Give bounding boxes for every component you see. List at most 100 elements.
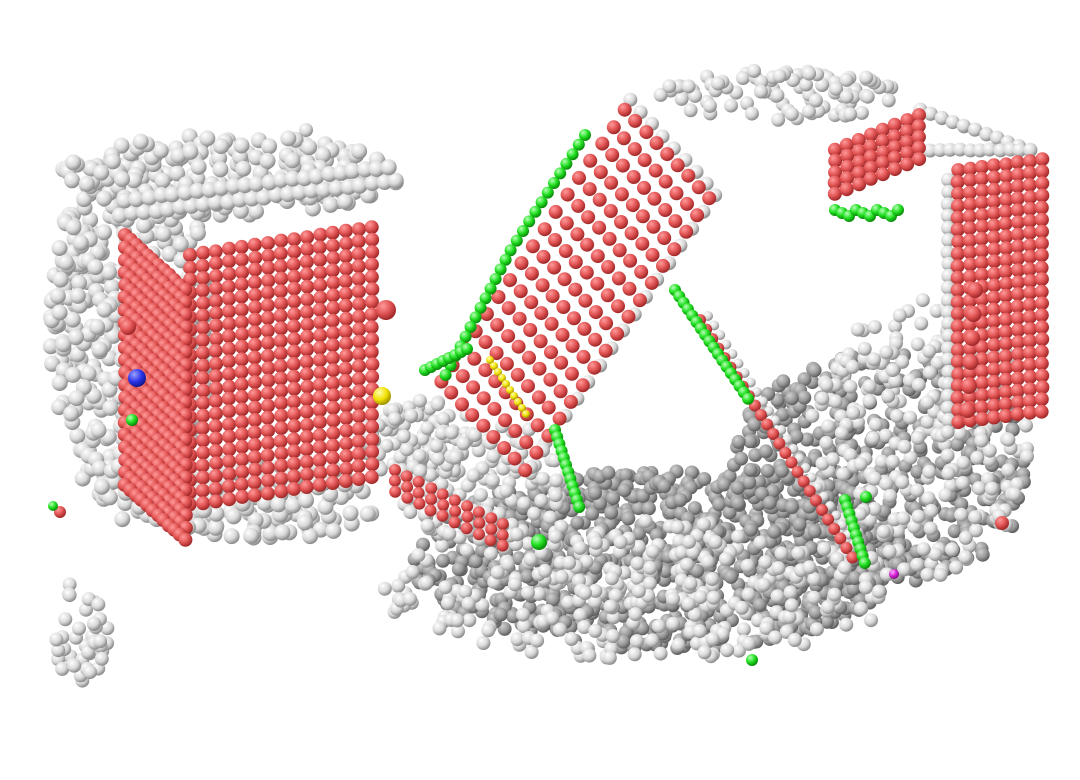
surface-atom — [466, 468, 481, 483]
surface-atom — [864, 613, 878, 628]
debris-atom — [792, 517, 807, 532]
surface-atom — [302, 528, 319, 545]
surface-atom — [968, 510, 983, 525]
oxygen-atom — [1011, 275, 1026, 290]
oxygen-atom — [436, 488, 449, 501]
surface-atom — [613, 535, 628, 550]
oxygen-atom — [572, 170, 586, 185]
oxygen-atom — [425, 493, 437, 506]
oxygen-atom — [326, 400, 341, 415]
yellow-atom — [514, 398, 522, 406]
surface-atom — [199, 130, 216, 147]
surface-atom — [432, 621, 447, 636]
yellow-atom — [498, 374, 506, 382]
oxygen-atom — [286, 369, 301, 384]
oxygen-atom — [951, 415, 966, 430]
oxygen-atom — [286, 432, 301, 447]
surface-atom — [867, 320, 882, 334]
surface-atom — [605, 629, 620, 643]
oxygen-atom — [247, 425, 262, 440]
oxygen-atom — [582, 182, 597, 197]
surface-atom — [628, 607, 643, 622]
oxygen-atom — [599, 316, 614, 331]
oxygen-atom — [412, 487, 425, 499]
oxygen-atom — [339, 348, 354, 363]
surface-atom — [42, 338, 59, 355]
surface-atom — [337, 193, 353, 210]
surface-atom — [499, 483, 514, 498]
surface-atom — [564, 631, 579, 646]
surface-atom — [666, 592, 680, 606]
oxygen-atom — [839, 182, 854, 197]
oxygen-atom — [300, 292, 315, 307]
surface-atom — [922, 344, 937, 358]
oxygen-atom — [1010, 191, 1025, 206]
surface-atom — [523, 552, 538, 567]
oxygen-atom — [339, 311, 354, 326]
oxygen-atom — [222, 291, 237, 306]
surface-atom — [344, 162, 361, 179]
oxygen-atom — [1034, 404, 1049, 419]
surface-atom — [102, 399, 119, 416]
debris-atom — [593, 496, 607, 511]
oxygen-atom — [326, 326, 341, 341]
oxygen-atom — [196, 271, 211, 286]
oxygen-atom — [595, 136, 610, 151]
surface-atom — [821, 419, 836, 434]
surface-atom — [543, 510, 558, 525]
surface-atom — [910, 337, 925, 352]
surface-atom — [189, 182, 206, 199]
oxygen-atom — [352, 359, 366, 374]
oxygen-atom — [338, 474, 353, 488]
surface-atom — [152, 142, 169, 159]
oxygen-atom — [195, 283, 210, 298]
surface-atom — [642, 576, 657, 591]
oxygen-atom — [670, 158, 685, 173]
oxygen-atom — [221, 329, 236, 344]
surface-atom — [248, 175, 265, 192]
surface-atom — [51, 375, 68, 391]
oxygen-atom — [603, 204, 618, 218]
oxygen-atom — [965, 306, 982, 322]
oxygen-atom — [196, 445, 211, 460]
oxygen-atom — [247, 438, 262, 452]
oxygen-atom — [851, 133, 866, 147]
surface-atom — [911, 509, 926, 524]
oxygen-atom — [312, 440, 327, 455]
surface-atom — [895, 354, 910, 369]
surface-atom — [859, 70, 874, 85]
surface-atom — [881, 389, 896, 404]
surface-atom — [459, 543, 474, 558]
surface-atom — [548, 529, 563, 544]
surface-atom — [154, 172, 171, 189]
surface-atom — [68, 390, 85, 407]
oxygen-atom — [326, 251, 341, 266]
surface-atom — [261, 138, 278, 155]
surface-atom — [380, 159, 397, 176]
oxygen-atom — [967, 282, 983, 298]
oxygen-atom — [339, 449, 354, 464]
oxygen-atom — [260, 448, 275, 463]
oxygen-atom — [120, 319, 136, 335]
oxygen-atom — [998, 312, 1013, 327]
oxygen-atom — [221, 279, 236, 294]
bond-atom — [523, 215, 536, 228]
debris-atom — [621, 511, 636, 526]
oxygen-atom — [521, 379, 535, 394]
oxygen-atom — [639, 125, 654, 140]
oxygen-atom — [702, 191, 717, 206]
surface-atom — [123, 204, 140, 221]
surface-atom — [172, 236, 189, 253]
surface-atom — [141, 189, 158, 206]
oxygen-atom — [222, 367, 236, 382]
surface-atom — [953, 142, 967, 157]
oxygen-atom — [208, 369, 223, 384]
oxygen-atom — [828, 165, 843, 180]
oxygen-atom — [611, 299, 625, 314]
surface-atom — [207, 519, 224, 536]
surface-atom — [883, 489, 898, 503]
oxygen-atom — [248, 288, 263, 303]
oxygen-atom — [300, 329, 315, 344]
surface-atom — [923, 106, 938, 121]
oxygen-atom — [499, 356, 514, 371]
